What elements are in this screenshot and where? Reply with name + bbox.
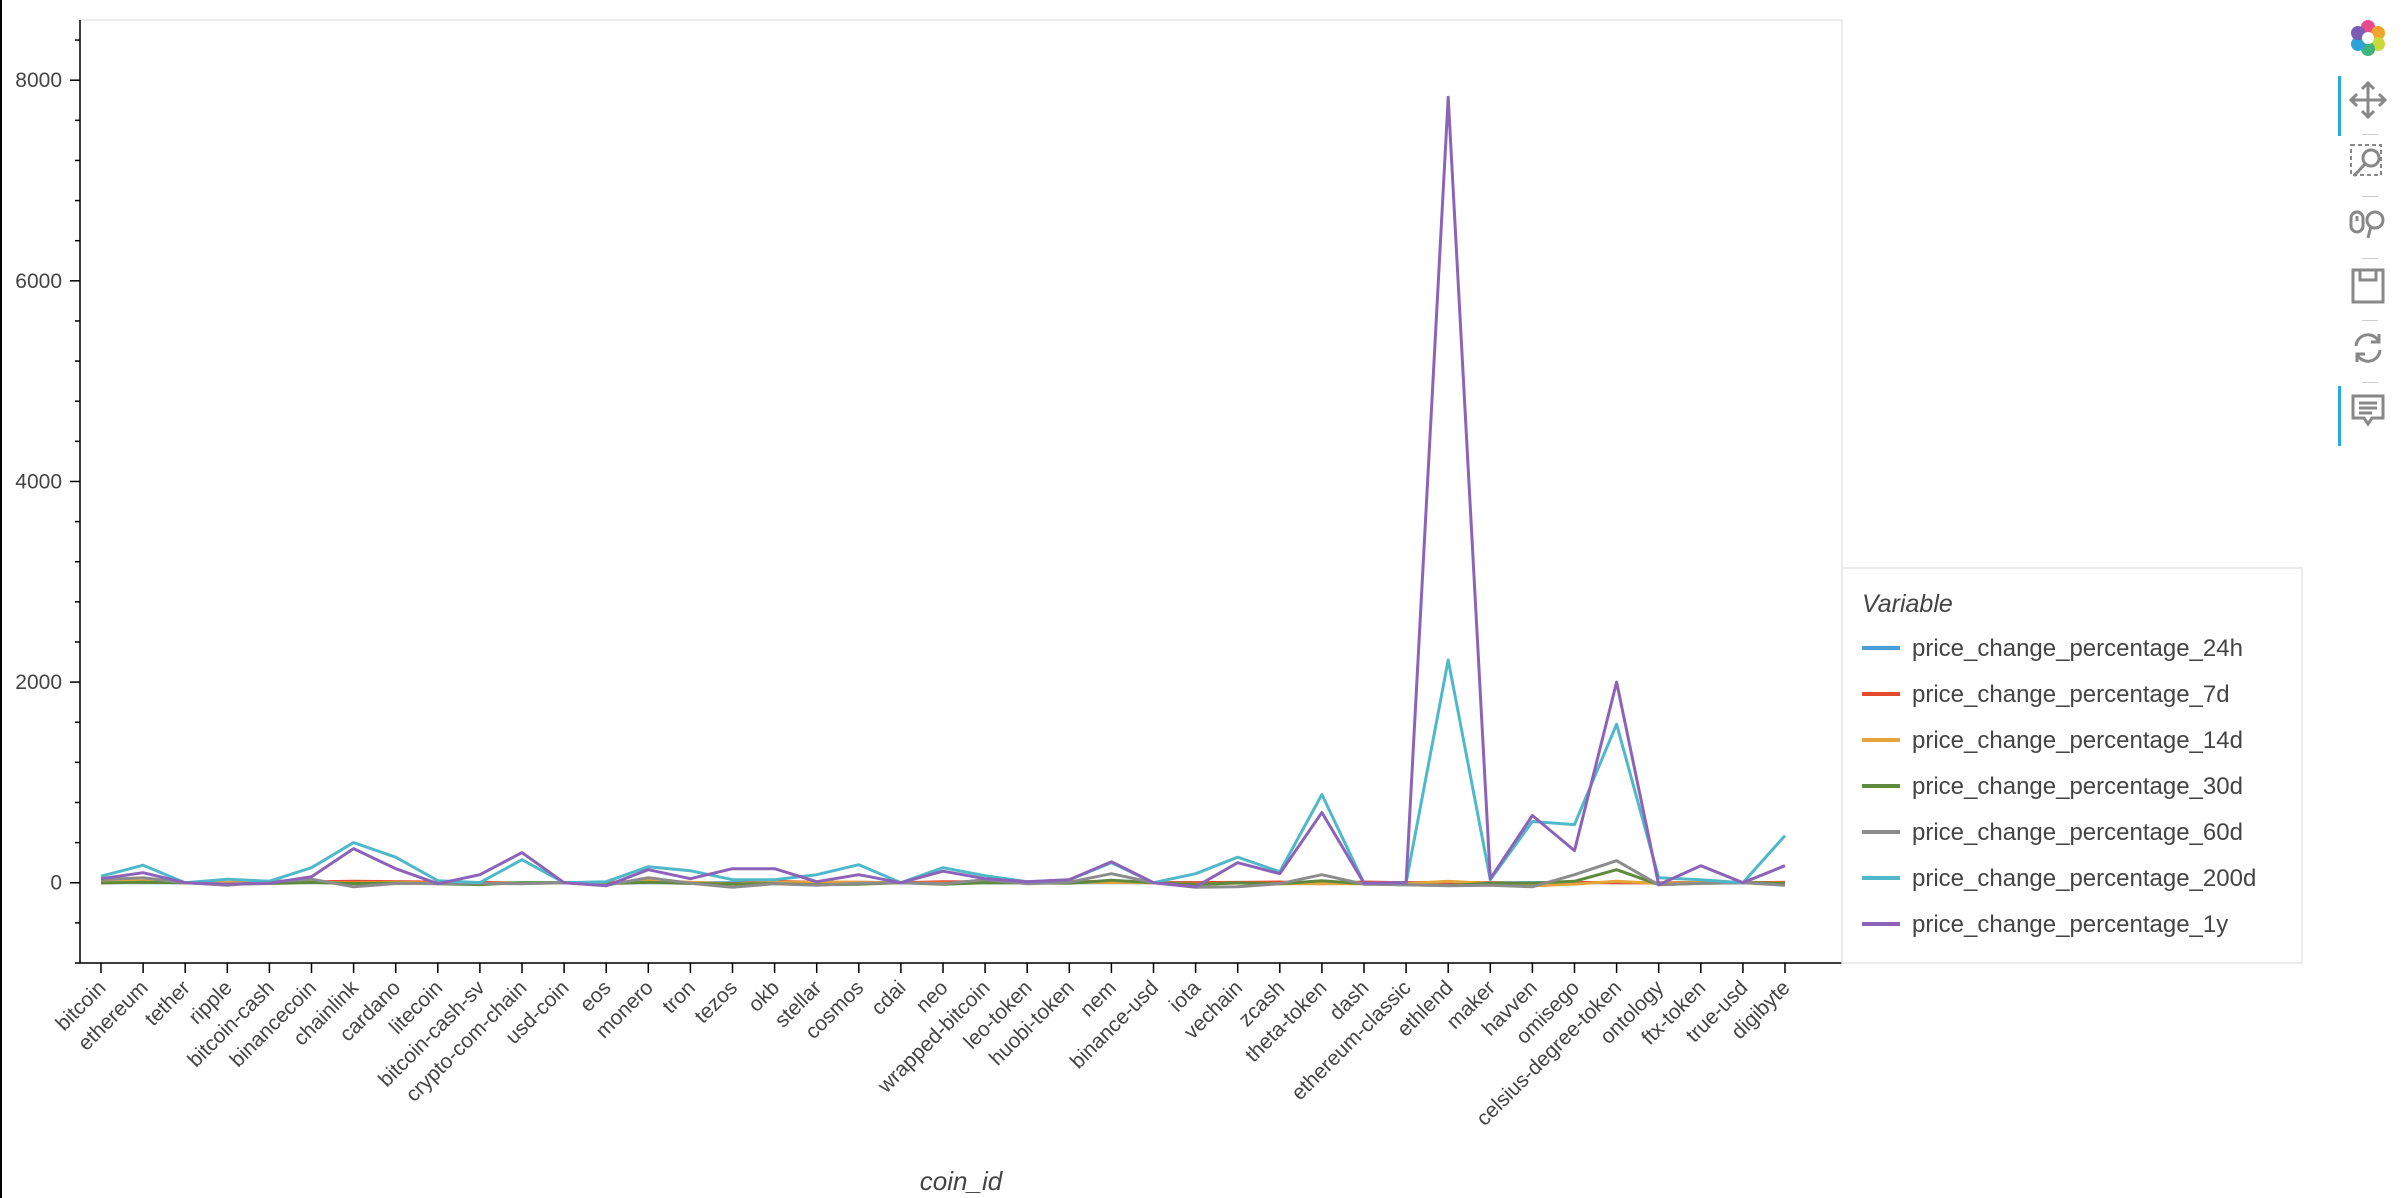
pan-icon[interactable] bbox=[2338, 76, 2396, 136]
legend-item-label[interactable]: price_change_percentage_7d bbox=[1912, 681, 2230, 708]
window-edge bbox=[0, 0, 2, 1198]
x-axis-label: coin_id bbox=[920, 1166, 1004, 1196]
toolbar-divider bbox=[2362, 382, 2378, 383]
plot-frame bbox=[79, 19, 1843, 964]
legend-item-label[interactable]: price_change_percentage_200d bbox=[1912, 865, 2256, 892]
legend-box bbox=[1841, 567, 2303, 964]
y-tick-label: 0 bbox=[50, 872, 62, 895]
legend-item-label[interactable]: price_change_percentage_24h bbox=[1912, 635, 2243, 662]
legend-title: Variable bbox=[1862, 590, 1953, 618]
legend: Variable price_change_percentage_24hpric… bbox=[1841, 567, 2303, 964]
legend-item-label[interactable]: price_change_percentage_30d bbox=[1912, 773, 2243, 800]
toolbar-divider bbox=[2362, 320, 2378, 321]
series-lines bbox=[100, 95, 1787, 889]
hover-icon[interactable] bbox=[2338, 386, 2396, 446]
y-tick-label: 8000 bbox=[15, 69, 62, 92]
line-chart[interactable]: 0 2000 4000 6000 8000 bitcoinethereumtetherr… bbox=[0, 0, 2310, 1198]
series-line-price_change_percentage_1y[interactable] bbox=[100, 95, 1786, 889]
bokeh-logo-icon[interactable] bbox=[2340, 14, 2396, 62]
y-tick-label: 2000 bbox=[15, 671, 62, 694]
wheel-zoom-icon[interactable] bbox=[2340, 200, 2396, 248]
toolbar-divider bbox=[2362, 134, 2378, 135]
y-axis: 0 2000 4000 6000 8000 bbox=[15, 20, 81, 964]
legend-item-label[interactable]: price_change_percentage_1y bbox=[1912, 911, 2228, 938]
reset-icon[interactable] bbox=[2340, 324, 2396, 372]
legend-item-label[interactable]: price_change_percentage_60d bbox=[1912, 819, 2243, 846]
y-tick-label: 4000 bbox=[15, 470, 62, 493]
x-tick-label: tezos bbox=[690, 976, 742, 1028]
toolbar-divider bbox=[2362, 196, 2378, 197]
legend-item-label[interactable]: price_change_percentage_14d bbox=[1912, 727, 2243, 754]
save-icon[interactable] bbox=[2340, 262, 2396, 310]
series-line-price_change_percentage_60d[interactable] bbox=[100, 859, 1786, 889]
x-tick-label: tether bbox=[140, 976, 194, 1030]
x-tick-label: cdai bbox=[867, 976, 911, 1020]
x-axis: bitcoinethereumtetherripplebitcoin-cashb… bbox=[51, 962, 1842, 1130]
toolbar-divider bbox=[2362, 258, 2378, 259]
y-tick-label: 6000 bbox=[15, 270, 62, 293]
box-zoom-icon[interactable] bbox=[2340, 138, 2396, 186]
